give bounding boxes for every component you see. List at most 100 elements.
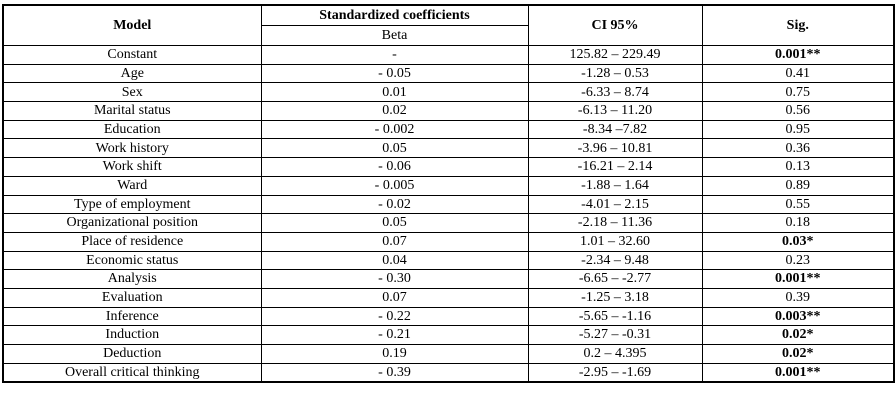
header-model: Model	[2, 4, 262, 46]
cell-model: Deduction	[2, 344, 262, 364]
cell-model: Economic status	[2, 250, 262, 271]
cell-ci: -2.95 – -1.69	[527, 362, 703, 383]
table-row: Overall critical thinking - 0.39 -2.95 –…	[2, 362, 895, 383]
cell-beta: 0.19	[260, 344, 529, 364]
cell-ci: 125.82 – 229.49	[527, 45, 703, 65]
cell-model: Ward	[2, 175, 262, 196]
cell-ci: -16.21 – 2.14	[527, 157, 703, 177]
cell-ci: 0.2 – 4.395	[527, 344, 703, 364]
cell-beta: - 0.06	[260, 157, 529, 177]
cell-model: Induction	[2, 325, 262, 345]
cell-beta: 0.02	[260, 101, 529, 121]
cell-sig: 0.95	[701, 119, 895, 140]
cell-ci: -1.88 – 1.64	[527, 175, 703, 196]
table-row: Inference - 0.22 -5.65 – -1.16 0.003**	[2, 306, 895, 327]
cell-beta: - 0.21	[260, 325, 529, 345]
cell-sig: 0.03*	[701, 231, 895, 252]
table-row: Evaluation 0.07 -1.25 – 3.18 0.39	[2, 287, 895, 308]
cell-model: Overall critical thinking	[2, 362, 262, 383]
regression-table: Model Standardized coefficients CI 95% S…	[2, 4, 895, 384]
cell-sig: 0.02*	[701, 325, 895, 345]
table-header: Model Standardized coefficients CI 95% S…	[2, 4, 895, 46]
table-row: Age - 0.05 -1.28 – 0.53 0.41	[2, 63, 895, 84]
table-row: Organizational position 0.05 -2.18 – 11.…	[2, 213, 895, 233]
cell-ci: -2.34 – 9.48	[527, 250, 703, 271]
cell-model: Education	[2, 119, 262, 140]
cell-model: Place of residence	[2, 231, 262, 252]
cell-model: Work history	[2, 138, 262, 159]
cell-beta: - 0.30	[260, 269, 529, 289]
cell-sig: 0.18	[701, 213, 895, 233]
header-beta: Beta	[260, 25, 529, 46]
header-sig: Sig.	[701, 4, 895, 46]
table-row: Ward - 0.005 -1.88 – 1.64 0.89	[2, 175, 895, 196]
table-body: Constant - 125.82 – 229.49 0.001** Age -…	[2, 45, 895, 383]
table-row: Education - 0.002 -8.34 –7.82 0.95	[2, 119, 895, 140]
cell-sig: 0.89	[701, 175, 895, 196]
table-row: Sex 0.01 -6.33 – 8.74 0.75	[2, 82, 895, 103]
cell-ci: -4.01 – 2.15	[527, 194, 703, 215]
cell-sig: 0.36	[701, 138, 895, 159]
cell-ci: -1.28 – 0.53	[527, 63, 703, 84]
cell-sig: 0.55	[701, 194, 895, 215]
table-row: Induction - 0.21 -5.27 – -0.31 0.02*	[2, 325, 895, 345]
table-row: Deduction 0.19 0.2 – 4.395 0.02*	[2, 344, 895, 364]
cell-beta: 0.07	[260, 231, 529, 252]
cell-sig: 0.003**	[701, 306, 895, 327]
cell-beta: 0.04	[260, 250, 529, 271]
table-row: Place of residence 0.07 1.01 – 32.60 0.0…	[2, 231, 895, 252]
header-row-2: Beta	[3, 25, 894, 46]
cell-sig: 0.001**	[701, 269, 895, 289]
cell-ci: -3.96 – 10.81	[527, 138, 703, 159]
cell-ci: 1.01 – 32.60	[527, 231, 703, 252]
cell-model: Type of employment	[2, 194, 262, 215]
cell-sig: 0.23	[701, 250, 895, 271]
table-row: Work history 0.05 -3.96 – 10.81 0.36	[2, 138, 895, 159]
cell-model: Sex	[2, 82, 262, 103]
cell-sig: 0.001**	[701, 362, 895, 383]
header-ci95: CI 95%	[527, 4, 703, 46]
cell-beta: - 0.005	[260, 175, 529, 196]
cell-beta: - 0.002	[260, 119, 529, 140]
table-row: Analysis - 0.30 -6.65 – -2.77 0.001**	[2, 269, 895, 289]
header-standardized-coefficients: Standardized coefficients	[260, 4, 529, 26]
cell-ci: -6.65 – -2.77	[527, 269, 703, 289]
header-row-1: Model Standardized coefficients CI 95% S…	[2, 4, 895, 46]
cell-beta: - 0.05	[260, 63, 529, 84]
cell-ci: -5.65 – -1.16	[527, 306, 703, 327]
cell-ci: -2.18 – 11.36	[527, 213, 703, 233]
cell-ci: -1.25 – 3.18	[527, 287, 703, 308]
cell-beta: 0.05	[260, 213, 529, 233]
cell-beta: 0.05	[260, 138, 529, 159]
cell-beta: - 0.39	[260, 362, 529, 383]
cell-model: Constant	[2, 45, 262, 65]
cell-sig: 0.001**	[701, 45, 895, 65]
cell-model: Work shift	[2, 157, 262, 177]
cell-ci: -6.13 – 11.20	[527, 101, 703, 121]
cell-beta: - 0.02	[260, 194, 529, 215]
cell-sig: 0.41	[701, 63, 895, 84]
cell-model: Marital status	[2, 101, 262, 121]
table-row: Marital status 0.02 -6.13 – 11.20 0.56	[2, 101, 895, 121]
cell-beta: 0.07	[260, 287, 529, 308]
cell-model: Inference	[2, 306, 262, 327]
cell-beta: - 0.22	[260, 306, 529, 327]
cell-model: Age	[2, 63, 262, 84]
cell-model: Analysis	[2, 269, 262, 289]
table-row: Work shift - 0.06 -16.21 – 2.14 0.13	[2, 157, 895, 177]
cell-beta: -	[260, 45, 529, 65]
table-row: Constant - 125.82 – 229.49 0.001**	[2, 45, 895, 65]
cell-sig: 0.02*	[701, 344, 895, 364]
cell-sig: 0.39	[701, 287, 895, 308]
cell-sig: 0.13	[701, 157, 895, 177]
cell-sig: 0.56	[701, 101, 895, 121]
table-row: Economic status 0.04 -2.34 – 9.48 0.23	[2, 250, 895, 271]
cell-ci: -5.27 – -0.31	[527, 325, 703, 345]
cell-model: Evaluation	[2, 287, 262, 308]
cell-sig: 0.75	[701, 82, 895, 103]
cell-model: Organizational position	[2, 213, 262, 233]
table-row: Type of employment - 0.02 -4.01 – 2.15 0…	[2, 194, 895, 215]
cell-beta: 0.01	[260, 82, 529, 103]
cell-ci: -8.34 –7.82	[527, 119, 703, 140]
cell-ci: -6.33 – 8.74	[527, 82, 703, 103]
